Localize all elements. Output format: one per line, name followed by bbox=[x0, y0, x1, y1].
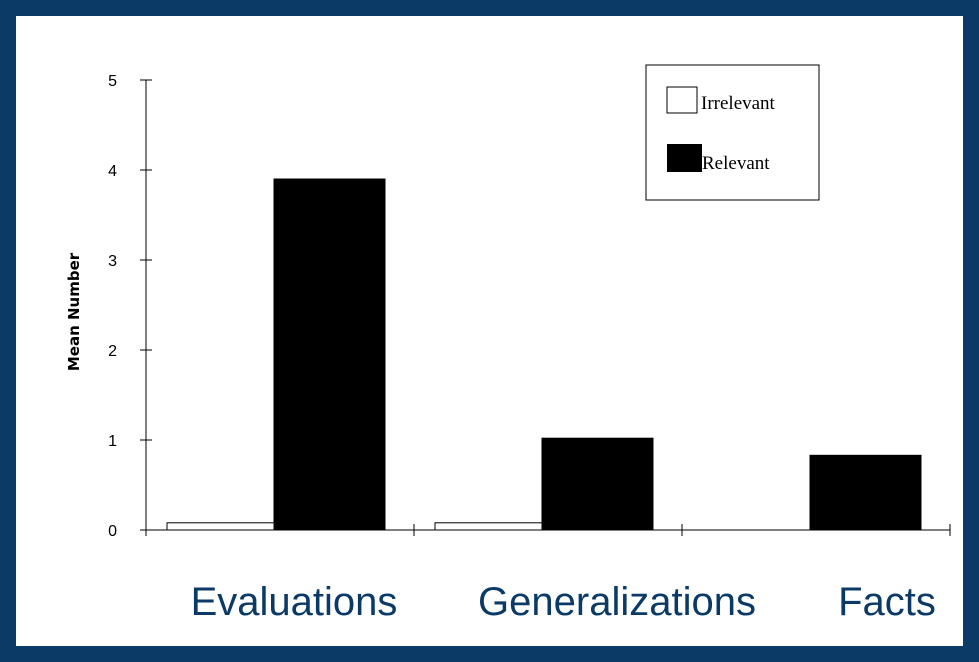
category-labels: Evaluations Generalizations Facts bbox=[191, 580, 936, 624]
bars bbox=[166, 178, 922, 531]
legend-swatch-irrelevant bbox=[666, 86, 698, 114]
legend-label-irrelevant: Irrelevant bbox=[701, 93, 776, 114]
legend-label-relevant: Relevant bbox=[702, 153, 770, 174]
y-axis-label: Mean Number bbox=[65, 252, 83, 371]
y-tick-label: 5 bbox=[108, 73, 117, 90]
legend-box bbox=[645, 64, 820, 201]
bar-relevant-evaluations bbox=[273, 178, 386, 531]
legend-swatch-relevant bbox=[667, 144, 702, 172]
y-tick-label: 3 bbox=[108, 253, 117, 270]
bar-relevant-facts bbox=[809, 454, 922, 531]
category-label: Generalizations bbox=[478, 580, 756, 624]
bar-irrelevant-evaluations bbox=[166, 522, 279, 531]
legend: Irrelevant Relevant bbox=[645, 64, 820, 201]
y-tick-label: 2 bbox=[108, 343, 117, 360]
category-label: Facts bbox=[838, 580, 936, 624]
y-tick-label: 4 bbox=[108, 163, 117, 180]
category-label: Evaluations bbox=[191, 580, 398, 624]
bar-irrelevant-generalizations bbox=[434, 522, 547, 531]
y-tick-label: 1 bbox=[108, 433, 117, 450]
y-tick-labels: 0 1 2 3 4 5 bbox=[108, 73, 117, 540]
y-tick-label: 0 bbox=[108, 523, 117, 540]
bar-relevant-generalizations bbox=[541, 437, 654, 531]
